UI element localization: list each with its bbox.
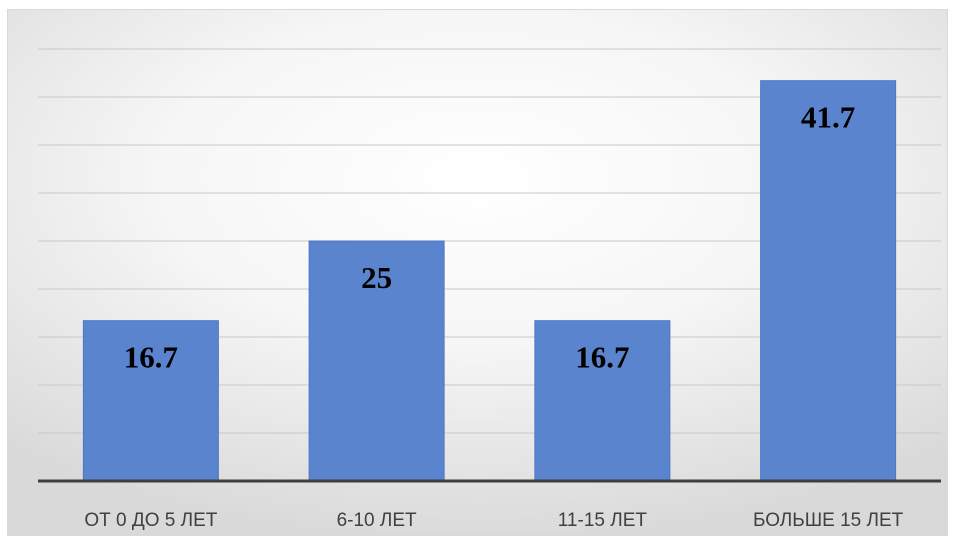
bar	[760, 80, 897, 482]
x-tick-label: ОТ 0 ДО 5 ЛЕТ	[84, 510, 217, 531]
x-tick-label: 11-15 ЛЕТ	[558, 510, 648, 531]
data-label: 25	[361, 260, 392, 295]
data-label: 16.7	[575, 340, 629, 375]
x-tick-label: БОЛЬШЕ 15 ЛЕТ	[753, 510, 904, 531]
data-label: 16.7	[124, 340, 178, 375]
x-tick-label: 6-10 ЛЕТ	[337, 510, 417, 531]
data-label: 41.7	[801, 100, 855, 135]
